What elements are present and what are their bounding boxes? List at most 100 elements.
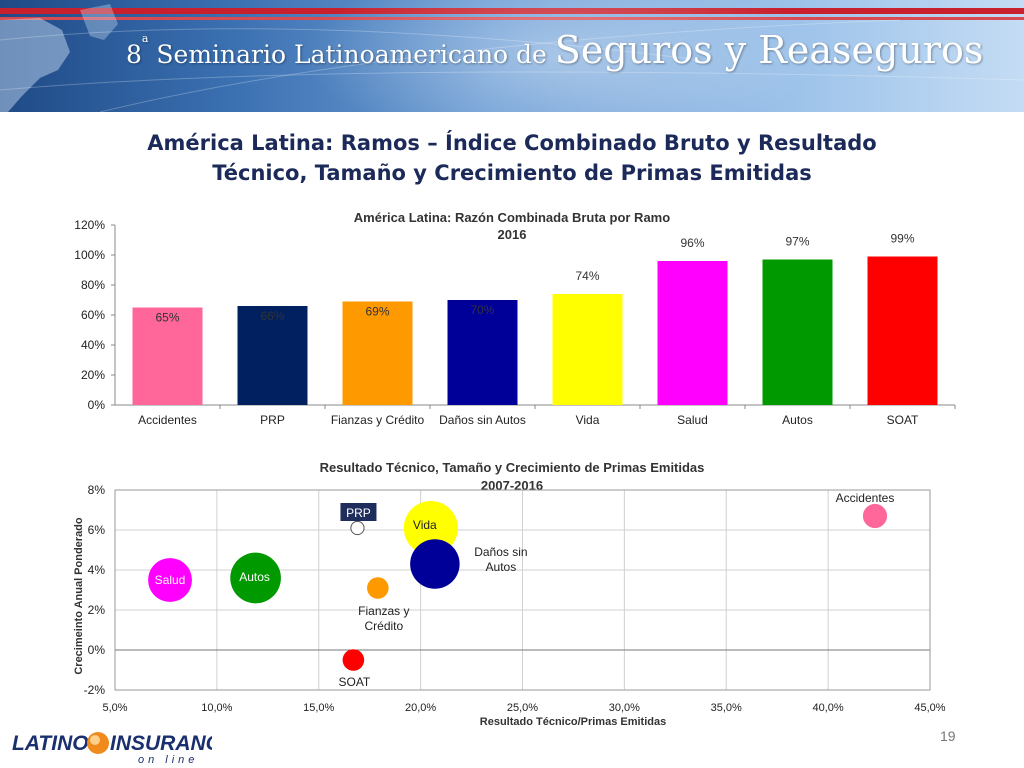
banner-red-stripe-thin	[0, 17, 1024, 20]
bar-chart: América Latina: Razón Combinada Bruta po…	[74, 210, 956, 427]
bubble-label: Autos	[239, 570, 270, 584]
logo-globe-highlight	[90, 735, 100, 745]
bar-category-label: Autos	[782, 413, 813, 427]
slide-title-line-1: América Latina: Ramos – Índice Combinado…	[147, 131, 877, 155]
bubble-point	[148, 558, 192, 602]
bar	[132, 307, 203, 405]
world-map-graphic	[0, 4, 1024, 112]
bubble-point	[862, 503, 888, 529]
bubble-label: Salud	[155, 573, 186, 587]
bar-data-label: 74%	[575, 269, 599, 283]
banner-glow	[300, 0, 820, 112]
bubble-label-line: SOAT	[338, 675, 370, 689]
seminar-number: 8	[126, 40, 142, 69]
bubble-y-tick-label: 8%	[88, 483, 106, 497]
logo-tagline: on line	[138, 754, 198, 766]
bar-category-label: Vida	[576, 413, 600, 427]
bubble-plot-area	[114, 489, 931, 691]
bar	[237, 306, 308, 405]
bubble-y-tick-label: 2%	[88, 603, 106, 617]
bubble-x-tick-label: 5,0%	[102, 702, 127, 714]
bubble-chart-subtitle: 2007-2016	[481, 478, 543, 493]
bubble-label-line: Accidentes	[836, 491, 895, 505]
bubble-label-line: PRP	[346, 506, 371, 520]
logo-text-right: INSURANCE	[110, 732, 212, 755]
bubble-y-axis-title: Crecimeinto Anual Ponderado	[73, 517, 85, 675]
bubble-x-tick-label: 10,0%	[201, 702, 232, 714]
bubble-label-line: Fianzas y	[358, 604, 409, 618]
bar	[762, 259, 833, 405]
bar-category-label: PRP	[260, 413, 285, 427]
banner-red-stripe	[0, 8, 1024, 14]
bar-data-label: 65%	[155, 311, 179, 325]
bubble-label: Daños sin Autos	[474, 545, 527, 574]
bubble-y-tick-label: 0%	[88, 643, 106, 657]
bar	[867, 256, 938, 405]
bubble-y-tick-label: -2%	[84, 683, 106, 697]
bubble-label-line: Crédito	[364, 619, 403, 633]
bubble-label: Fianzas y Crédito	[358, 604, 409, 633]
bar	[657, 261, 728, 405]
logo-text-left: LATINO	[12, 732, 89, 755]
bar	[447, 300, 518, 405]
bar-data-label: 99%	[890, 232, 914, 246]
slide-title: América Latina: Ramos – Índice Combinado…	[140, 128, 884, 188]
bubble-label-line: Autos	[239, 570, 270, 584]
bubble-x-tick-label: 35,0%	[711, 702, 742, 714]
bubble-label-line: Vida	[413, 518, 437, 532]
bar-y-tick-label: 120%	[74, 218, 105, 232]
bar-y-tick-label: 60%	[81, 308, 105, 322]
header-banner: 8a Seminario Latinoamericano de Seguros …	[0, 0, 1024, 112]
bubble-x-tick-label: 40,0%	[813, 702, 844, 714]
bar-category-label: Salud	[677, 413, 708, 427]
bubble-label: Accidentes	[836, 491, 895, 505]
bar-category-label: Fianzas y Crédito	[331, 413, 425, 427]
bubble-x-tick-label: 30,0%	[609, 702, 640, 714]
bubble-label-line: Salud	[155, 573, 186, 587]
seminar-title: 8a Seminario Latinoamericano de Seguros …	[126, 28, 983, 72]
bubble-y-tick-label: 4%	[88, 563, 106, 577]
seminar-ordinal: a	[141, 32, 149, 45]
bar-chart-subtitle: 2016	[498, 227, 527, 242]
bubble-x-tick-label: 25,0%	[507, 702, 538, 714]
bar-data-label: 69%	[365, 305, 389, 319]
bubble-point	[342, 649, 365, 671]
seminar-topic: Seguros y Reaseguros	[554, 28, 984, 72]
bubble-label-box	[340, 503, 377, 521]
page-number: 19	[940, 728, 956, 744]
bubble-y-tick-label: 6%	[88, 523, 106, 537]
bar-data-label: 66%	[260, 309, 284, 323]
bar-y-tick-label: 100%	[74, 248, 105, 262]
bubble-label: Vida	[413, 518, 437, 532]
bar-category-label: SOAT	[887, 413, 919, 427]
bar	[342, 301, 413, 405]
latino-insurance-logo: LATINO INSURANCE on line	[12, 732, 212, 766]
bubble-label-line: Autos	[486, 560, 517, 574]
bubble-x-tick-label: 20,0%	[405, 702, 436, 714]
bubble-point	[410, 539, 460, 589]
bar-chart-title: América Latina: Razón Combinada Bruta po…	[354, 210, 670, 225]
bar	[552, 294, 623, 405]
bubble-point	[230, 552, 281, 604]
bubble-point	[367, 577, 389, 599]
bar-y-tick-label: 0%	[88, 398, 106, 412]
bubble-label: SOAT	[338, 675, 370, 689]
bar-y-tick-label: 80%	[81, 278, 105, 292]
bar-data-label: 70%	[470, 303, 494, 317]
slide-title-line-2: Técnico, Tamaño y Crecimiento de Primas …	[212, 161, 812, 185]
bar-data-label: 96%	[680, 236, 704, 250]
bubble-label-line: Daños sin	[474, 545, 527, 559]
bubble-label: PRP	[346, 506, 371, 520]
bar-y-tick-label: 40%	[81, 338, 105, 352]
bar-data-label: 97%	[785, 235, 809, 249]
bubble-x-axis-title: Resultado Técnico/Primas Emitidas	[480, 716, 666, 728]
bar-category-label: Daños sin Autos	[439, 413, 526, 427]
bubble-x-tick-label: 15,0%	[303, 702, 334, 714]
bubble-point	[350, 520, 365, 536]
bubble-x-tick-label: 45,0%	[914, 702, 945, 714]
seminar-name: Seminario Latinoamericano de	[148, 40, 555, 69]
bubble-chart-title: Resultado Técnico, Tamaño y Crecimiento …	[320, 460, 705, 475]
bar-y-tick-label: 20%	[81, 368, 105, 382]
bar-category-label: Accidentes	[138, 413, 197, 427]
